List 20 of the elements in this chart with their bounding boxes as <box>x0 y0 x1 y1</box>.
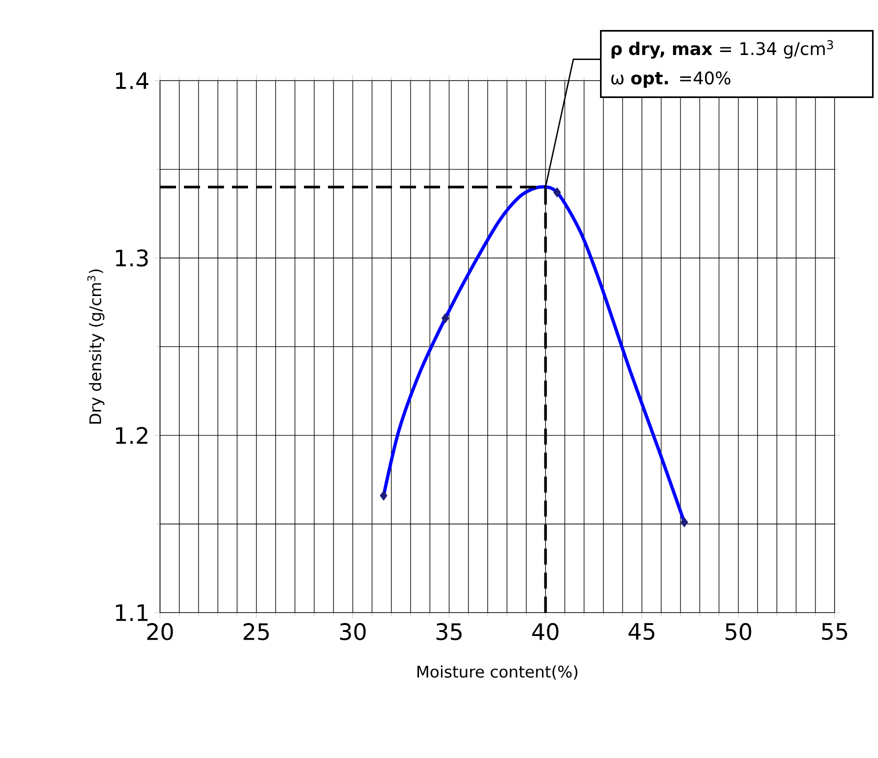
point <box>680 517 688 528</box>
y-tick-label: 1.2 <box>116 426 148 444</box>
x-tick-label: 30 <box>340 623 366 640</box>
x-tick-label: 25 <box>244 623 269 640</box>
y-tick-label: 1.3 <box>116 249 148 267</box>
annotation: ω opt. =40% <box>611 71 730 88</box>
point <box>553 187 561 198</box>
x-tick-label: 35 <box>436 623 462 640</box>
x-tick-label: 45 <box>628 623 654 640</box>
y-axis-title: Dry density (g/cm$^{3}$) <box>87 270 104 424</box>
y-tick-label: 1.4 <box>116 72 148 89</box>
point <box>380 490 388 501</box>
x-tick-label: 40 <box>532 623 558 640</box>
x-tick-label: 20 <box>147 623 173 640</box>
x-tick-label: 50 <box>726 623 752 640</box>
y-tick-label: 1.1 <box>116 604 148 621</box>
point <box>442 313 450 324</box>
x-axis-title: Moisture content(%) <box>417 665 578 680</box>
annotation: ρ dry, max = 1.34 g/cm$^{3}$ <box>612 40 833 59</box>
x-tick-label: 55 <box>822 623 848 640</box>
